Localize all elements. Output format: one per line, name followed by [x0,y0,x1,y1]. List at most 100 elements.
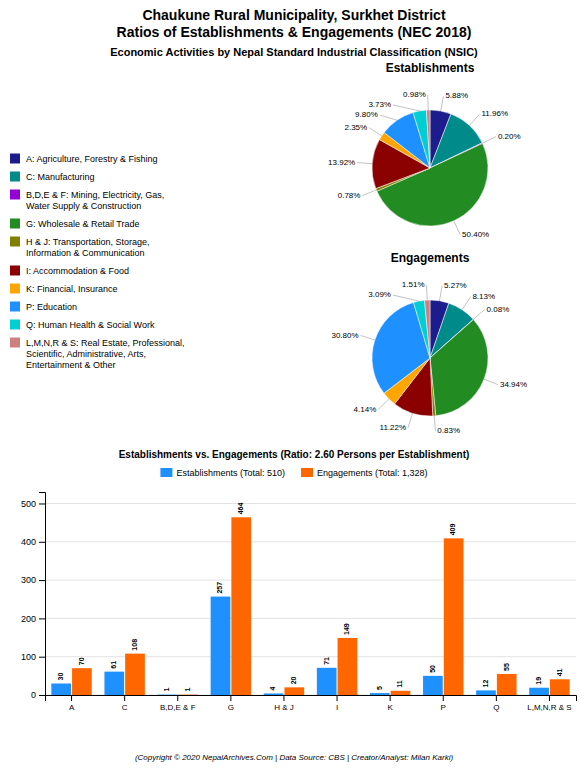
y-tick-mark [39,503,45,504]
data-labels: 3061125747155012197010814642014911409554… [57,502,563,691]
bar [497,674,517,695]
data-label: 257 [216,582,223,594]
grid-line [45,656,576,657]
legend-swatch [301,468,313,477]
data-label: 71 [323,657,330,665]
leader-line [462,297,470,309]
legend-label-line: K: Financial, Insurance [26,284,118,294]
legend-label: P: Education [26,302,77,312]
x-tick: K [387,695,393,712]
pie: 5.88%11.96%0.20%50.40%0.78%13.92%2.35%9.… [328,90,521,238]
legend-label-line: P: Education [26,302,77,312]
y-tick-label: 300 [21,575,36,585]
legend-swatch [160,468,172,477]
data-label: 5 [376,686,383,690]
pie-label: 30.80% [331,331,358,340]
legend-label-line: I: Accommodation & Food [26,266,129,276]
pie-label: 5.27% [444,281,467,290]
pie-label: 13.92% [328,158,355,167]
legend-label-line: Entertainment & Other [26,360,116,370]
data-label: 41 [556,668,563,676]
y-tick-mark [39,618,45,619]
bars [51,517,569,695]
bar [338,638,358,695]
x-tick-label: B,D,E & F [160,703,196,712]
data-label: 108 [131,639,138,651]
data-label: 149 [343,623,350,635]
y-tick-mark [39,542,45,543]
leader-line [357,163,372,164]
y-tick-mark [39,695,45,696]
x-tick-mark [496,695,497,701]
bar [264,693,284,695]
x-tick-mark [177,695,178,701]
bar [550,679,570,695]
y-axis-line [39,493,46,696]
pie-label: 0.98% [403,90,426,99]
x-tick-label: C [122,703,128,712]
pie-label: 3.73% [368,100,391,109]
bar [284,687,304,695]
bar [317,668,337,695]
pie-label: 11.96% [482,109,509,118]
y-tick-mark [39,657,45,658]
y-tick-label: 400 [21,537,36,547]
legend-label-line: Q: Human Health & Social Work [26,320,155,330]
x-axis: ACB,D,E & FGH & JIKPQL,M,N,R & S [46,695,577,712]
x-tick-label: L,M,N,R & S [527,703,571,712]
bar [211,597,231,695]
data-label: 11 [396,680,403,688]
legend-swatch [10,266,20,276]
legend-label: Q: Human Health & Social Work [26,320,155,330]
y-tick: 500 [21,499,45,509]
data-label: 19 [535,677,542,685]
bar-title: Establishments vs. Engagements (Ratio: 2… [119,449,470,460]
pie-label: 1.51% [402,280,425,289]
data-label: 61 [110,661,117,669]
x-tick-mark [71,695,72,701]
x-tick-mark [443,695,444,701]
x-tick-label: K [387,703,393,712]
x-tick: P [441,695,446,712]
leader-line [362,190,376,196]
legend-label: H & J: Transportation, Storage,Informati… [26,237,150,258]
data-label: 1 [163,688,170,692]
bar-chart: 0100200300400500ACB,D,E & FGH & JIKPQL,M… [21,493,577,712]
legend-label-line: H & J: Transportation, Storage, [26,237,150,247]
legend-label-line: Water Supply & Construction [26,201,141,211]
bar [104,672,124,695]
pie-label: 50.40% [462,230,489,239]
y-tick: 200 [21,614,45,624]
data-label: 50 [429,665,436,673]
leader-line [484,379,498,384]
y-tick: 100 [21,652,45,662]
legend-label-line: A: Agriculture, Forestry & Fishing [26,154,158,164]
bar [370,693,390,695]
leader-line [380,115,397,120]
legend-swatch [10,219,20,229]
x-tick: H & J [274,695,294,712]
pie-slice [413,300,430,358]
pie-slice [430,320,488,416]
title: Chaukune Rural Municipality, Surkhet Dis… [117,7,472,40]
pie-slice [413,110,430,168]
legend-label: B,D,E & F: Mining, Electricity, Gas,Wate… [26,190,164,211]
leader-line [469,114,479,125]
leader-line [369,128,382,136]
x-tick-label: I [336,703,338,712]
pie-label: 0.78% [338,191,361,200]
chart-root: Chaukune Rural Municipality, Surkhet Dis… [0,0,588,768]
x-axis-line [46,696,577,702]
x-tick: A [69,695,75,712]
x-tick: I [336,695,338,712]
y-tick: 0 [31,690,45,700]
bar [72,668,92,695]
x-tick-mark [337,695,338,701]
legend-label-line: G: Wholesale & Retail Trade [26,219,140,229]
legend-label: Establishments (Total: 510) [176,468,285,478]
y-tick-mark [39,580,45,581]
leader-line [361,335,375,340]
pie-label: 8.13% [472,292,495,301]
bar [125,654,145,695]
pie-label: 0.08% [487,305,510,314]
